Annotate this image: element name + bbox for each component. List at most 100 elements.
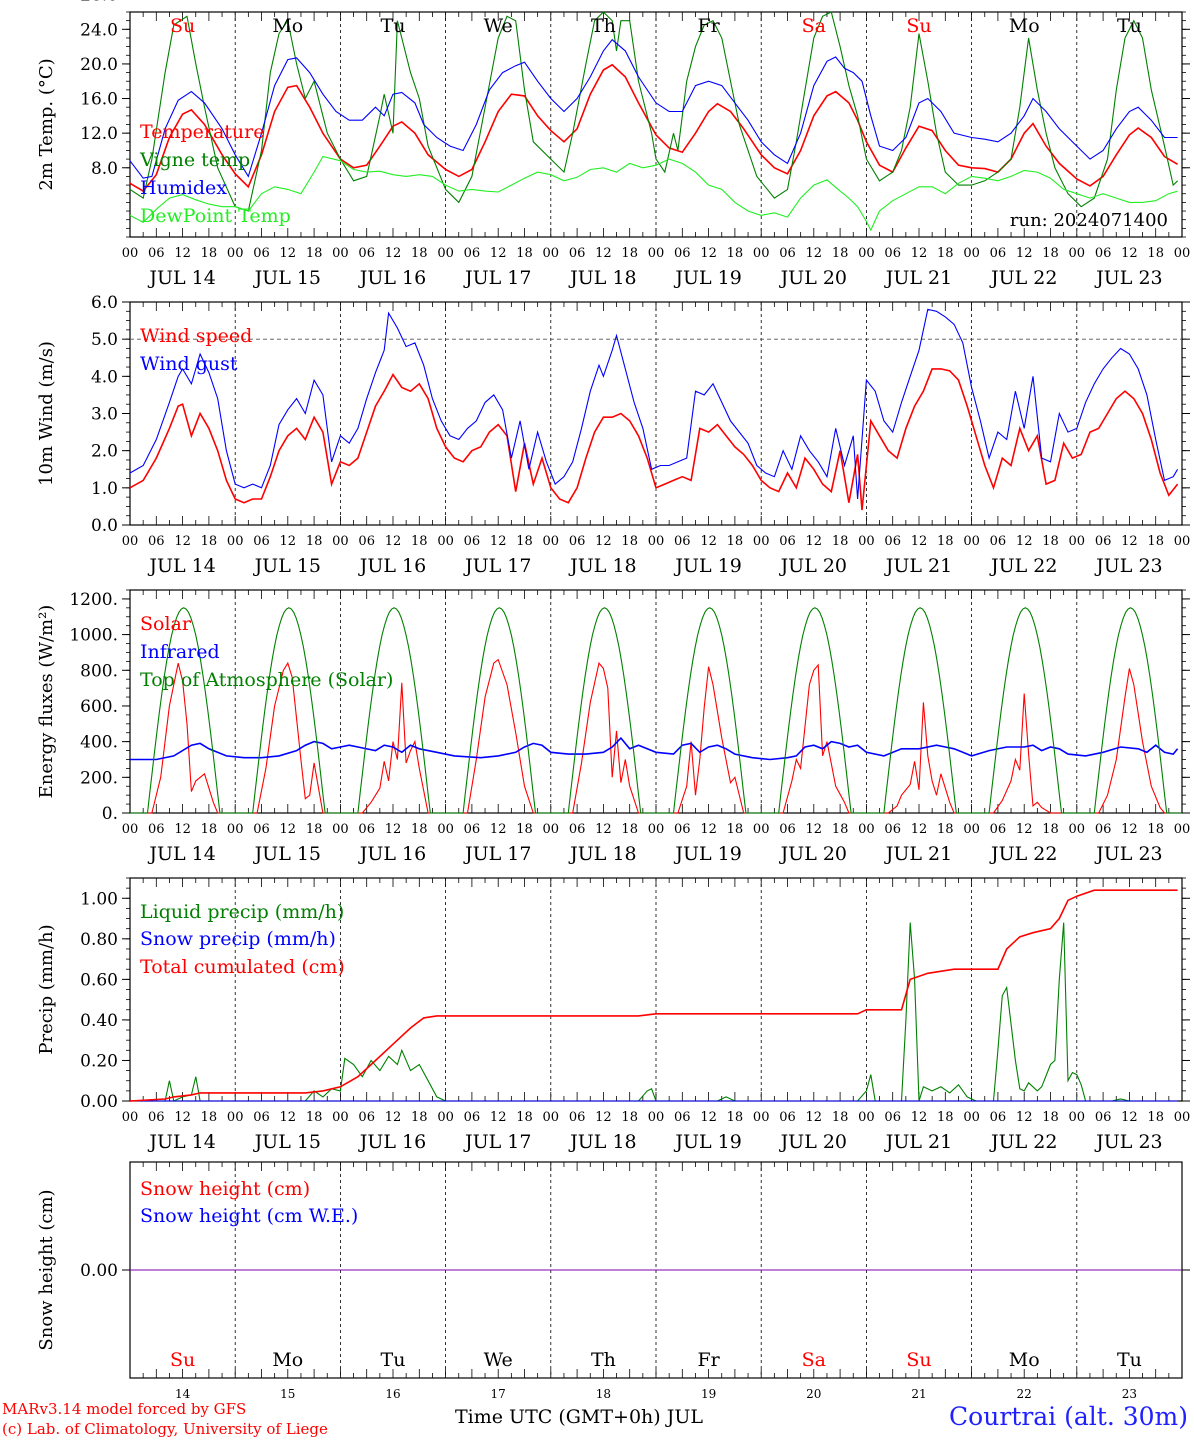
weekday-label: Su <box>906 15 931 37</box>
x-hour-label: 12 <box>806 246 823 261</box>
x-hour-label: 18 <box>306 246 323 261</box>
x-hour-label: 06 <box>674 534 691 549</box>
x-hour-label: 18 <box>411 1110 428 1125</box>
x-hour-label: 06 <box>990 1110 1007 1125</box>
x-hour-label: 00 <box>437 534 454 549</box>
y-tick-label: 600. <box>80 697 118 717</box>
day-number-label: 17 <box>491 1387 506 1401</box>
x-date-label: JUL 21 <box>884 843 952 865</box>
x-date-label: JUL 23 <box>1094 267 1162 289</box>
y-tick-label: 0.20 <box>80 1051 118 1071</box>
x-hour-label: 12 <box>490 534 507 549</box>
x-hour-label: 00 <box>1069 822 1086 837</box>
x-date-label: JUL 16 <box>358 267 426 289</box>
y-tick-label: 12.0 <box>80 124 118 144</box>
x-hour-label: 18 <box>516 822 533 837</box>
x-hour-label: 06 <box>464 246 481 261</box>
weekday-label: Fr <box>697 15 720 37</box>
y-tick-label: 4.0 <box>91 367 118 387</box>
series-line-top-of-atmosphere-solar- <box>130 607 1182 814</box>
x-hour-label: 12 <box>911 534 928 549</box>
x-hour-label: 06 <box>464 534 481 549</box>
x-hour-label: 18 <box>937 1110 954 1125</box>
x-hour-label: 12 <box>1121 246 1138 261</box>
x-hour-label: 18 <box>621 246 638 261</box>
day-number-label: 23 <box>1122 1387 1137 1401</box>
x-hour-label: 12 <box>385 822 402 837</box>
x-date-label: JUL 19 <box>673 843 741 865</box>
x-hour-label: 06 <box>1095 1110 1112 1125</box>
x-hour-label: 00 <box>332 246 349 261</box>
weekday-label: Mo <box>272 1349 303 1371</box>
y-axis-label: 2m Temp. (°C) <box>36 58 57 190</box>
y-tick-label: 5.0 <box>91 330 118 350</box>
x-hour-label: 12 <box>700 1110 717 1125</box>
x-date-label: JUL 23 <box>1094 1131 1162 1153</box>
y-tick-label: 1.0 <box>91 479 118 499</box>
legend-temperature: Temperature <box>140 121 264 143</box>
x-hour-label: 18 <box>832 534 849 549</box>
x-date-label: JUL 23 <box>1094 555 1162 577</box>
x-hour-label: 12 <box>280 246 297 261</box>
x-hour-label: 18 <box>727 246 744 261</box>
x-hour-label: 18 <box>832 1110 849 1125</box>
x-hour-label: 06 <box>1095 534 1112 549</box>
x-hour-label: 12 <box>700 246 717 261</box>
day-number-label: 22 <box>1017 1387 1032 1401</box>
x-hour-label: 00 <box>543 822 560 837</box>
x-hour-label: 00 <box>332 1110 349 1125</box>
x-hour-label: 06 <box>148 246 165 261</box>
x-hour-label: 12 <box>490 822 507 837</box>
x-hour-label: 18 <box>1042 822 1059 837</box>
x-hour-label: 00 <box>858 1110 875 1125</box>
x-hour-label: 18 <box>937 822 954 837</box>
x-date-label: JUL 16 <box>358 843 426 865</box>
weekday-label: Sa <box>802 1349 826 1371</box>
x-hour-label: 06 <box>148 822 165 837</box>
legend-wind-speed: Wind speed <box>140 325 252 347</box>
x-hour-label: 00 <box>753 246 770 261</box>
x-hour-label: 00 <box>122 1110 139 1125</box>
day-number-label: 18 <box>596 1387 611 1401</box>
x-hour-label: 12 <box>1016 822 1033 837</box>
x-hour-label: 00 <box>122 246 139 261</box>
x-date-label: JUL 19 <box>673 1131 741 1153</box>
x-hour-label: 00 <box>1069 534 1086 549</box>
x-date-label: JUL 20 <box>779 843 847 865</box>
x-hour-label: 12 <box>490 246 507 261</box>
x-hour-label: 18 <box>937 534 954 549</box>
x-date-label: JUL 20 <box>779 555 847 577</box>
y-tick-label: 3.0 <box>91 405 118 425</box>
x-hour-label: 00 <box>648 534 665 549</box>
x-hour-label: 12 <box>595 534 612 549</box>
x-hour-label: 18 <box>306 822 323 837</box>
x-hour-label: 18 <box>832 822 849 837</box>
y-tick-label: 0.40 <box>80 1011 118 1031</box>
y-tick-label: 800. <box>80 661 118 681</box>
x-hour-label: 18 <box>832 246 849 261</box>
x-hour-label: 00 <box>963 534 980 549</box>
x-hour-label: 12 <box>700 822 717 837</box>
x-hour-label: 18 <box>937 246 954 261</box>
x-hour-label: 18 <box>621 534 638 549</box>
y-tick-label: 20.0 <box>80 55 118 75</box>
x-hour-label: 06 <box>569 534 586 549</box>
x-hour-label: 12 <box>280 1110 297 1125</box>
x-hour-label: 18 <box>516 246 533 261</box>
x-hour-label: 06 <box>358 1110 375 1125</box>
x-hour-label: 00 <box>858 534 875 549</box>
x-hour-label: 06 <box>884 1110 901 1125</box>
weekday-label: Mo <box>1009 15 1040 37</box>
weekday-label: Tu <box>381 1349 406 1371</box>
x-hour-label: 06 <box>990 822 1007 837</box>
y-tick-label: 16.0 <box>80 90 118 110</box>
x-hour-label: 06 <box>569 1110 586 1125</box>
x-hour-label: 06 <box>464 1110 481 1125</box>
x-hour-label: 12 <box>595 246 612 261</box>
weekday-label: We <box>484 1349 513 1371</box>
legend-snow-precip-mm-h-: Snow precip (mm/h) <box>140 928 336 950</box>
lab-credit: (c) Lab. of Climatology, University of L… <box>2 1420 328 1438</box>
y-axis-label: Energy fluxes (W/m²) <box>36 605 57 799</box>
y-axis-label: 10m Wind (m/s) <box>36 341 57 486</box>
x-hour-label: 12 <box>490 1110 507 1125</box>
